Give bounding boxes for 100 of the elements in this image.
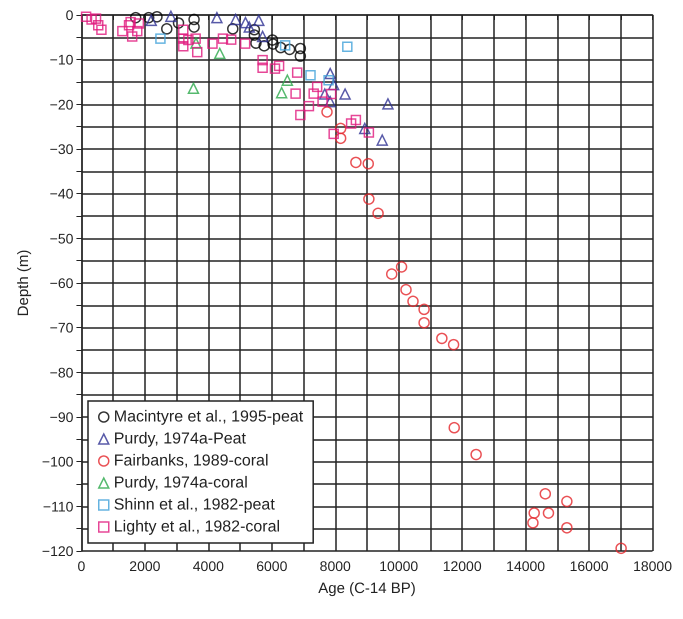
point (292, 67, 302, 78)
point (230, 14, 242, 26)
point (93, 20, 104, 31)
point (359, 122, 371, 134)
y-tick-label: −90 (50, 409, 74, 425)
point (284, 44, 296, 56)
y-tick-label: −30 (50, 141, 74, 157)
legend-label: Lighty et al., 1982-coral (114, 518, 280, 536)
point (324, 68, 336, 80)
point (183, 34, 194, 46)
x-tick-label: 16000 (570, 558, 609, 574)
point (250, 37, 262, 49)
y-axis-title: Depth (m) (15, 250, 32, 316)
x-tick-label: 4000 (192, 558, 224, 574)
point (470, 448, 482, 460)
point (342, 41, 353, 52)
point (155, 33, 166, 44)
point (142, 12, 154, 24)
point (188, 82, 200, 94)
point (561, 522, 573, 534)
point (334, 132, 346, 144)
x-tick-label: 2000 (129, 558, 161, 574)
point (134, 18, 144, 29)
point (396, 261, 408, 273)
point (376, 134, 388, 146)
x-tick-label: 10000 (379, 558, 418, 574)
point (280, 40, 290, 51)
y-tick-label: −50 (50, 230, 74, 246)
point (256, 30, 268, 42)
point (90, 13, 102, 24)
point (126, 31, 138, 42)
point (248, 29, 260, 41)
point (86, 14, 97, 25)
point (266, 34, 278, 46)
point (364, 127, 374, 138)
point (276, 86, 288, 98)
point (339, 88, 351, 100)
point (244, 21, 256, 33)
x-axis-title: Age (C-14 BP) (318, 580, 416, 597)
point (418, 317, 430, 328)
point (80, 12, 92, 22)
point (386, 268, 398, 280)
point (334, 122, 346, 134)
point (615, 542, 627, 554)
legend-label: Purdy, 1974a-Peat (114, 430, 247, 448)
y-tick-label: −10 (50, 52, 74, 68)
point (305, 70, 316, 81)
point (363, 193, 375, 205)
point (540, 488, 552, 500)
point (290, 88, 301, 99)
point (211, 12, 223, 24)
point (323, 74, 334, 86)
x-tick-label: 12000 (442, 558, 482, 574)
y-tick-label: −60 (50, 275, 74, 291)
point (165, 10, 177, 22)
point (192, 46, 202, 58)
point (240, 38, 250, 49)
y-tick-label: −70 (50, 320, 74, 336)
point (528, 507, 540, 519)
point (172, 17, 184, 29)
point (257, 54, 268, 66)
point (178, 33, 189, 44)
point (248, 24, 260, 36)
point (328, 128, 339, 140)
point (304, 100, 314, 112)
point (190, 33, 201, 44)
y-tick-label: −110 (42, 498, 74, 514)
point (130, 12, 142, 24)
point (270, 63, 280, 74)
point (161, 23, 173, 35)
point (178, 41, 189, 52)
point (227, 23, 239, 35)
point (350, 156, 362, 168)
point (96, 24, 107, 35)
x-tick-label: 14000 (506, 558, 546, 574)
point (240, 16, 252, 28)
y-tick-label: −120 (42, 543, 74, 559)
point (418, 304, 430, 316)
point (253, 14, 265, 26)
point (218, 33, 228, 44)
point (151, 11, 163, 23)
x-tick-label: 18000 (633, 558, 672, 574)
point (274, 60, 284, 72)
point (145, 14, 157, 26)
y-tick-label: −20 (50, 96, 74, 112)
point (448, 422, 460, 434)
point (346, 118, 356, 129)
x-tick-label: 6000 (256, 558, 288, 574)
y-tick-label: −40 (50, 186, 74, 202)
y-tick-label: −100 (42, 454, 74, 470)
legend-label: Purdy, 1974a-coral (114, 474, 248, 492)
point (207, 38, 218, 49)
legend-label: Macintyre et al., 1995-peat (114, 408, 304, 426)
point (436, 332, 448, 344)
point (267, 38, 279, 50)
point (124, 20, 134, 31)
point (226, 34, 236, 45)
point (448, 338, 460, 350)
point (321, 106, 333, 118)
x-tick-label: 8000 (320, 558, 352, 574)
